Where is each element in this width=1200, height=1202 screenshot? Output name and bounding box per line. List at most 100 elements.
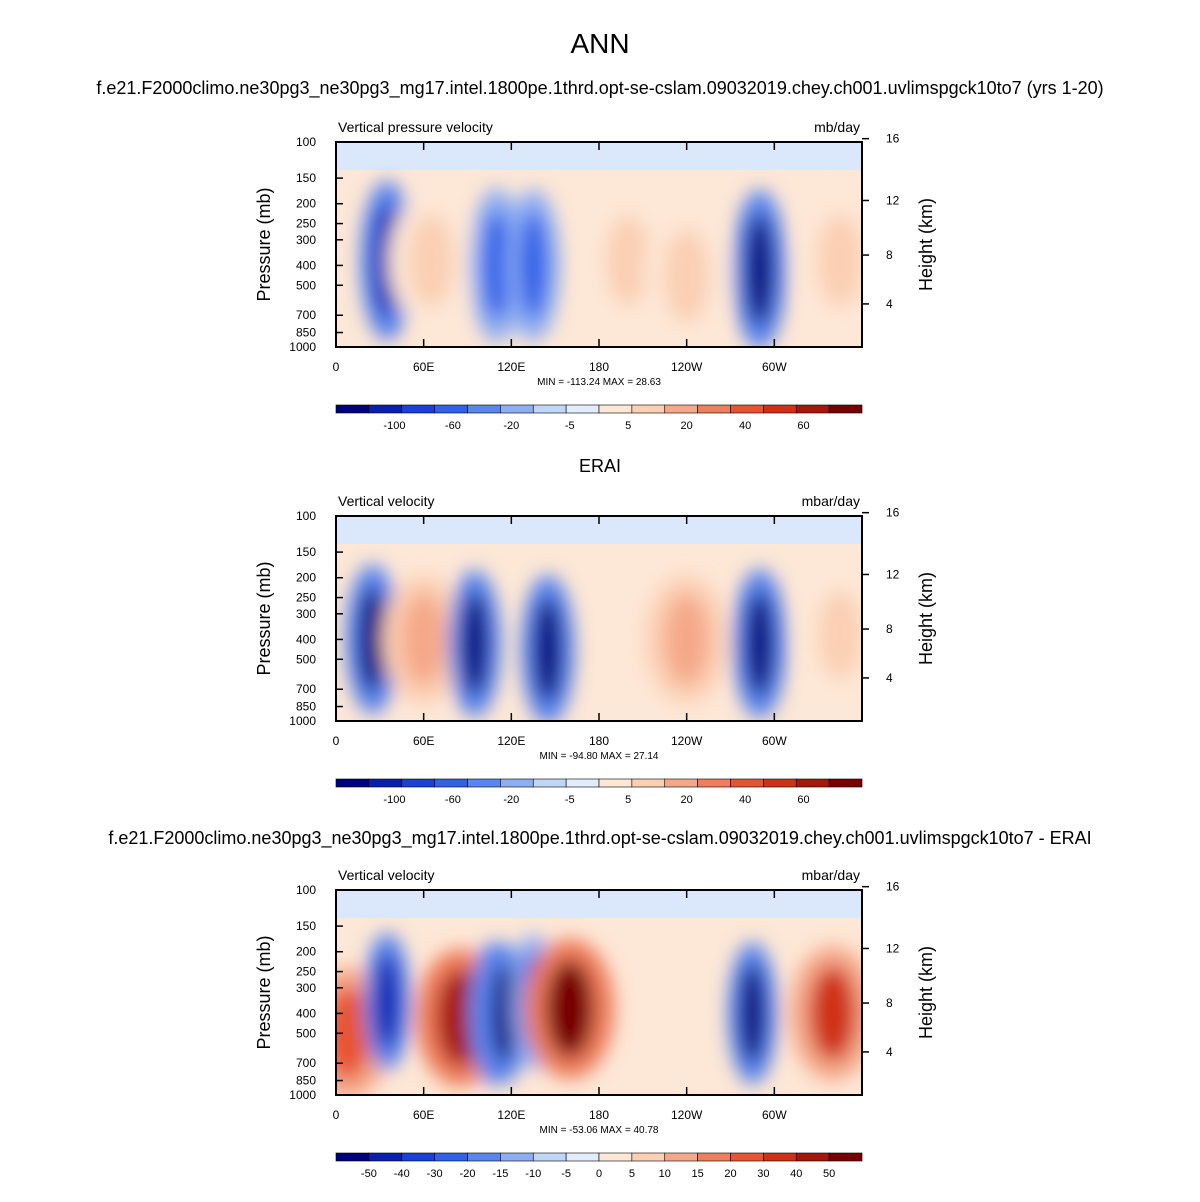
colorbar-box [763,1152,797,1162]
colorbar-label: 5 [625,794,631,806]
panel-left-label: Vertical velocity [338,867,434,883]
panel3-chart: Vertical velocity mbar/day100150200250300… [254,867,936,1180]
x-tick-label: 180 [589,1108,609,1122]
colorbar-label: -20 [503,420,519,432]
colorbar-label: -20 [503,794,519,806]
x-tick-label: 0 [333,360,340,374]
colorbar-label: 40 [739,794,751,806]
y2-tick-label: 4 [886,671,893,685]
colorbar-box [500,1152,534,1162]
colorbar-box [664,404,698,414]
colorbar-label: -5 [565,794,575,806]
colorbar-box [434,778,468,788]
colorbar-box [401,1152,435,1162]
colorbar-box [730,1152,764,1162]
x-tick-label: 180 [589,360,609,374]
y-tick-label: 500 [296,278,316,292]
colorbar-label: 40 [790,1168,802,1180]
colorbar-box [763,404,797,414]
colorbar-box [697,404,731,414]
y-tick-label: 1000 [289,340,316,354]
feature-core [663,229,710,323]
y-tick-label: 850 [296,700,316,714]
y-tick-label: 300 [296,233,316,247]
y-tick-label: 700 [296,1056,316,1070]
colorbar-box [467,1152,501,1162]
colorbar-label: -50 [361,1168,377,1180]
colorbar-label: 60 [797,420,809,432]
colorbar-box [401,404,435,414]
colorbar-box [631,778,666,788]
colorbar-label: -10 [525,1168,541,1180]
y-tick-label: 100 [296,509,316,523]
colorbar-box [763,778,797,788]
y2-tick-label: 12 [886,567,900,581]
colorbar-box [335,778,370,788]
y-tick-label: 1000 [289,1088,316,1102]
y2-axis-label: Height (km) [916,946,936,1039]
x-tick-label: 60E [413,734,434,748]
colorbar-box [467,404,501,414]
y-axis-label: Pressure (mb) [254,187,274,301]
panel2-chart: Vertical velocity mbar/day100150200250300… [254,493,936,806]
y2-axis-label: Height (km) [916,198,936,291]
y-axis-label: Pressure (mb) [254,935,274,1049]
colorbar-box [467,778,501,788]
colorbar-box [500,778,534,788]
colorbar-label: 15 [692,1168,704,1180]
y-tick-label: 400 [296,1006,316,1020]
colorbar-label: -60 [445,794,461,806]
y2-tick-label: 12 [886,193,900,207]
y2-tick-label: 16 [886,880,900,894]
plot-field [336,142,862,347]
y-tick-label: 500 [296,652,316,666]
colorbar-box [795,778,830,788]
colorbar-box [664,1152,698,1162]
plot-field [336,516,862,721]
colorbar-box [697,1152,731,1162]
stats-label: MIN = -113.24 MAX = 28.63 [537,377,661,388]
colorbar-box [335,1152,370,1162]
colorbar-box [335,404,370,414]
colorbar-label: -5 [561,1168,571,1180]
colorbar-box [795,1152,830,1162]
panel-left-label: Vertical pressure velocity [338,119,493,135]
panel3-title: f.e21.F2000climo.ne30pg3_ne30pg3_mg17.in… [108,828,1092,848]
y2-tick-label: 12 [886,941,900,955]
colorbar-label: -30 [427,1168,443,1180]
feature-core [491,964,517,1063]
feature-core [374,953,400,1050]
y-tick-label: 200 [296,197,316,211]
x-tick-label: 0 [333,734,340,748]
colorbar-label: 60 [797,794,809,806]
x-tick-label: 120E [497,1108,525,1122]
colorbar-label: -20 [460,1168,476,1180]
feature-blobs [345,564,862,721]
colorbar-box [565,404,600,414]
y-tick-label: 850 [296,1074,316,1088]
x-tick-label: 60E [413,1108,434,1122]
y2-tick-label: 4 [886,297,893,311]
colorbar-box [828,1152,863,1162]
colorbar-label: -60 [445,420,461,432]
colorbar-box [730,778,764,788]
colorbar-box [532,404,567,414]
colorbar-label: 10 [659,1168,671,1180]
colorbar-box [664,778,698,788]
y-tick-label: 250 [296,217,316,231]
colorbar-label: 40 [739,420,751,432]
x-tick-label: 60W [762,734,787,748]
colorbar-box [434,1152,468,1162]
feature-core [606,216,651,306]
colorbar-box [598,404,633,414]
colorbar-box [500,404,534,414]
panel-right-label: mb/day [814,119,860,135]
colorbar-label: 20 [681,420,693,432]
x-tick-label: 120W [671,1108,703,1122]
colorbar-label: -5 [565,420,575,432]
feature-core [408,214,454,308]
y-tick-label: 150 [296,545,316,559]
y2-tick-label: 16 [886,506,900,520]
colorbar-box [401,778,435,788]
x-tick-label: 60E [413,360,434,374]
